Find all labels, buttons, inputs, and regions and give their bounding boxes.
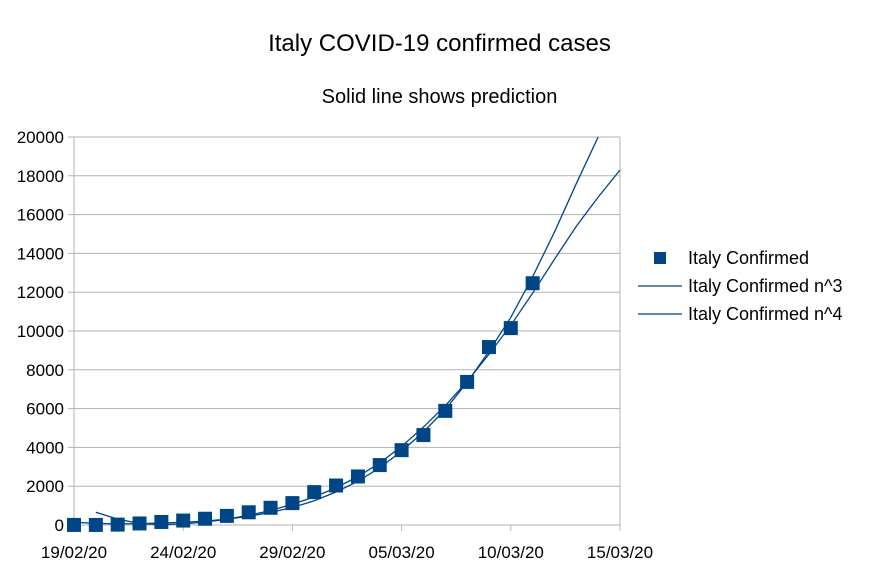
x-tick-label: 19/02/20 (41, 543, 107, 562)
data-point-marker (176, 513, 191, 528)
series-line (73, 136, 599, 525)
data-point-marker (67, 517, 81, 532)
legend-square-swatch (654, 252, 666, 264)
chart-title: Italy COVID-19 confirmed cases (268, 30, 611, 57)
series-italy-confirmed-n-4 (73, 136, 599, 525)
data-point-marker (525, 276, 540, 291)
gridlines (68, 136, 621, 526)
x-tick-label: 24/02/20 (150, 543, 216, 562)
series-italy-confirmed (67, 276, 540, 532)
y-tick-label: 14000 (17, 244, 64, 263)
legend-item: Italy Confirmed n^4 (638, 304, 843, 324)
legend-item: Italy Confirmed n^3 (638, 276, 843, 296)
x-tick-label: 29/02/20 (259, 543, 325, 562)
y-tick-label: 16000 (17, 206, 64, 225)
data-point-marker (88, 517, 103, 532)
chart-subtitle: Solid line shows prediction (322, 86, 558, 108)
y-tick-label: 4000 (26, 438, 64, 457)
y-tick-label: 2000 (26, 477, 64, 496)
data-point-marker (110, 517, 125, 532)
x-tick-label: 10/03/20 (478, 543, 544, 562)
series-line (95, 169, 621, 526)
data-point-marker (503, 321, 518, 336)
legend: Italy Confirmed Italy Confirmed n^3 Italy … (638, 248, 843, 324)
data-point-marker (416, 428, 431, 443)
data-point-marker (438, 403, 453, 418)
plot-series (67, 136, 621, 532)
data-point-marker (154, 514, 169, 529)
legend-label: Italy Confirmed n^3 (688, 276, 843, 296)
y-tick-label: 8000 (26, 361, 64, 380)
x-tick-label: 05/03/20 (369, 543, 435, 562)
data-point-marker (219, 508, 234, 523)
series-italy-confirmed-n-3 (95, 169, 621, 526)
data-point-marker (372, 458, 387, 473)
legend-label: Italy Confirmed (688, 248, 809, 268)
y-tick-label: 10000 (17, 322, 64, 341)
y-tick-label: 20000 (17, 128, 64, 147)
y-tick-label: 6000 (26, 400, 64, 419)
x-tick-label: 15/03/20 (587, 543, 653, 562)
axes: 0 2000 4000 6000 8000 10000 12000 14000 16000 180… (17, 128, 653, 562)
y-tick-label: 18000 (17, 167, 64, 186)
legend-label: Italy Confirmed n^4 (688, 304, 843, 324)
y-tick-label: 12000 (17, 283, 64, 302)
legend-item: Italy Confirmed (654, 248, 809, 268)
data-point-marker (198, 511, 213, 526)
y-tick-label: 0 (55, 516, 64, 535)
